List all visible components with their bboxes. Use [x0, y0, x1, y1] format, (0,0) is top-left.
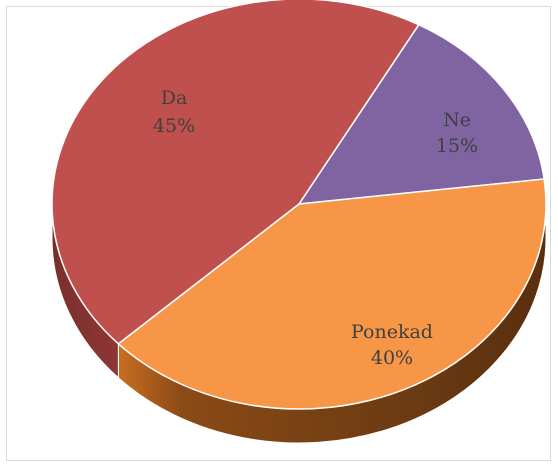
value-da: 45% — [153, 115, 195, 137]
label-ponekad: Ponekad — [351, 321, 433, 343]
pie-slice-ponekad — [117, 178, 547, 410]
pie-slice-ne — [297, 23, 546, 205]
label-ne: Ne — [443, 109, 471, 131]
value-ponekad: 40% — [371, 347, 413, 369]
label-da: Da — [161, 87, 188, 109]
value-ne: 15% — [436, 135, 478, 157]
pie-slice-da — [51, 0, 420, 345]
